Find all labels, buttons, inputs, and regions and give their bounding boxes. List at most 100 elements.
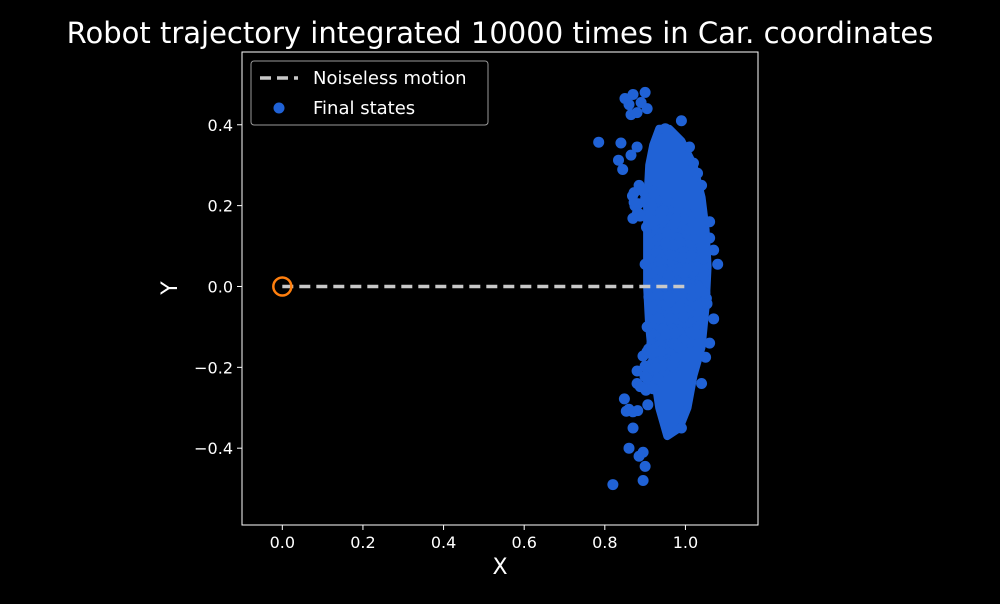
y-axis-label: Y	[158, 281, 183, 296]
final-state-point	[639, 86, 651, 98]
final-state-point	[663, 269, 675, 281]
x-tick-label: 1.0	[673, 533, 698, 552]
final-state-point	[623, 442, 635, 454]
final-state-point	[692, 300, 704, 312]
y-tick-label: −0.4	[194, 439, 233, 458]
final-state-point	[637, 350, 649, 362]
final-state-point	[648, 215, 660, 227]
y-tick-label: 0.4	[208, 116, 233, 135]
legend-box	[250, 60, 489, 126]
final-state-point	[700, 351, 712, 363]
final-state-point	[662, 226, 674, 238]
x-tick-label: 0.8	[592, 533, 617, 552]
final-state-point	[677, 406, 689, 418]
final-state-point	[655, 346, 667, 358]
final-state-point	[677, 310, 689, 322]
legend: Noiseless motion Final states	[250, 60, 489, 126]
y-tick-label: 0.2	[208, 197, 233, 216]
final-state-point	[615, 137, 627, 149]
final-state-point	[625, 149, 637, 161]
final-state-point	[637, 475, 649, 487]
final-state-point	[660, 328, 672, 340]
x-axis-ticks: 0.0 0.2 0.4 0.6 0.8 1.0	[270, 525, 698, 552]
final-state-point	[631, 141, 643, 153]
final-state-point	[641, 321, 653, 333]
final-state-point	[647, 383, 659, 395]
final-state-point	[641, 372, 653, 384]
final-state-point	[712, 258, 724, 270]
final-state-point	[677, 252, 689, 263]
final-state-point	[701, 298, 713, 310]
final-state-point	[685, 249, 697, 261]
final-state-point	[697, 253, 709, 265]
final-state-point	[696, 179, 708, 191]
final-state-point	[613, 154, 624, 166]
x-tick-label: 0.6	[511, 533, 536, 552]
final-state-point	[685, 283, 697, 295]
final-state-point	[664, 313, 676, 324]
final-state-point	[633, 208, 645, 220]
final-state-point	[698, 267, 710, 279]
final-state-point	[631, 365, 643, 377]
final-state-point	[704, 216, 716, 228]
legend-final-states-swatch	[273, 102, 285, 114]
final-state-point	[639, 258, 651, 270]
x-axis-label: X	[492, 555, 507, 580]
final-state-point	[618, 393, 630, 405]
legend-noiseless-label: Noiseless motion	[313, 68, 467, 89]
axes-frame	[241, 51, 759, 526]
chart-title: Robot trajectory integrated 10000 times …	[67, 16, 934, 50]
final-state-point	[641, 103, 653, 115]
y-tick-label: 0.0	[208, 277, 233, 296]
final-state-point	[625, 109, 637, 121]
final-state-point	[678, 213, 690, 225]
final-state-point	[690, 328, 702, 340]
final-state-point	[660, 237, 672, 249]
final-state-point	[639, 460, 651, 472]
final-state-point	[642, 399, 654, 411]
final-state-point	[683, 141, 695, 153]
final-state-point	[617, 164, 629, 175]
final-state-point	[667, 219, 679, 231]
start-position-marker	[272, 276, 293, 297]
final-state-point	[708, 313, 720, 325]
final-state-point	[678, 267, 689, 279]
x-tick-label: 0.0	[270, 533, 295, 552]
final-state-point	[643, 291, 655, 303]
final-state-point	[619, 92, 631, 104]
final-state-point	[648, 188, 660, 200]
final-state-point	[668, 239, 680, 251]
x-tick-label: 0.4	[431, 533, 456, 552]
final-state-point	[662, 291, 674, 303]
final-state-point	[704, 337, 716, 349]
final-state-point	[675, 115, 687, 127]
y-axis-ticks: 0.4 0.2 0.0 −0.2 −0.4	[194, 116, 242, 458]
final-state-point	[704, 232, 716, 244]
legend-final-states-label: Final states	[313, 98, 415, 119]
final-state-point	[692, 167, 704, 179]
final-state-point	[669, 328, 680, 340]
final-state-point	[672, 341, 684, 353]
final-state-point	[669, 352, 681, 364]
final-state-point	[688, 157, 699, 169]
final-state-point	[631, 378, 643, 390]
final-state-point	[675, 422, 687, 434]
final-state-point	[696, 378, 708, 390]
final-state-point	[627, 422, 639, 434]
final-state-point	[627, 406, 639, 418]
final-state-point	[652, 373, 664, 385]
final-state-point	[661, 195, 673, 207]
final-state-point	[708, 244, 720, 256]
x-tick-label: 0.2	[350, 533, 375, 552]
y-tick-label: −0.2	[194, 358, 233, 377]
plot-area	[272, 86, 724, 491]
final-state-point	[653, 312, 664, 324]
final-state-point	[593, 136, 605, 148]
final-state-point	[633, 179, 645, 191]
final-state-point	[650, 362, 662, 373]
final-state-point	[637, 446, 649, 458]
final-state-point	[646, 200, 658, 212]
final-state-point	[665, 249, 677, 261]
